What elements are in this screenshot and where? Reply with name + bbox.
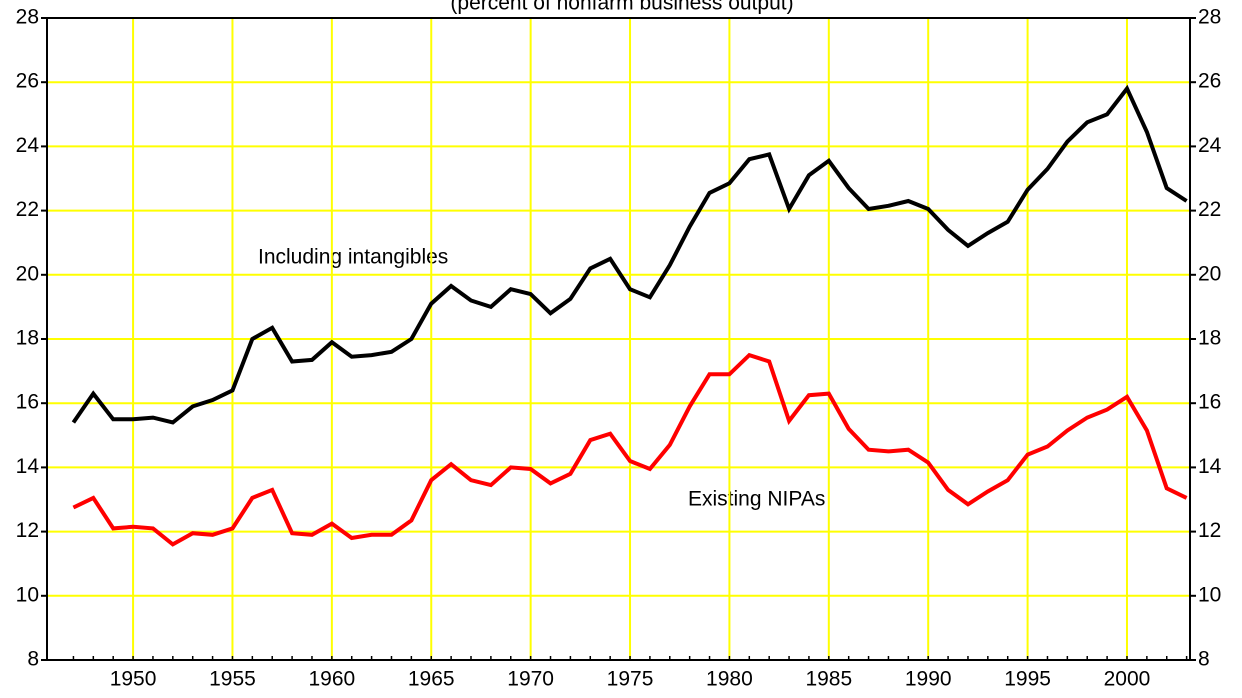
- y-tick-label: 22: [16, 198, 39, 221]
- x-tick-label: 2000: [1104, 668, 1151, 691]
- x-tick-label: 1955: [209, 668, 256, 691]
- x-tick-label: 1965: [408, 668, 455, 691]
- y-tick-label: 26: [16, 70, 39, 93]
- y-tick-label: 16: [16, 391, 39, 414]
- y2-tick-label: 26: [1198, 70, 1221, 93]
- y-tick-label: 18: [16, 327, 39, 350]
- y2-tick-label: 14: [1198, 455, 1222, 478]
- y2-tick-label: 10: [1198, 583, 1221, 606]
- x-tick-label: 1980: [706, 668, 753, 691]
- series-line: [71, 84, 1188, 425]
- annotation: Existing NIPAs: [688, 488, 825, 511]
- x-tick-label: 1990: [905, 668, 952, 691]
- x-tick-label: 1950: [110, 668, 157, 691]
- y2-tick-label: 22: [1198, 198, 1221, 221]
- y-tick-label: 12: [16, 519, 39, 542]
- y2-tick-label: 8: [1198, 648, 1210, 671]
- y2-tick-label: 18: [1198, 327, 1221, 350]
- annotation: Including intangibles: [258, 246, 448, 269]
- y-tick-label: 10: [16, 583, 39, 606]
- y2-tick-label: 16: [1198, 391, 1221, 414]
- y2-tick-label: 24: [1198, 134, 1222, 157]
- y-tick-label: 20: [16, 262, 39, 285]
- y-tick-label: 8: [27, 648, 39, 671]
- y2-tick-label: 20: [1198, 262, 1221, 285]
- y-tick-label: 28: [16, 6, 39, 29]
- x-tick-label: 1970: [507, 668, 554, 691]
- series-line: [72, 352, 1188, 547]
- chart-title: (percent of nonfarm business output): [450, 0, 793, 15]
- y-tick-label: 24: [16, 134, 40, 157]
- y2-tick-label: 12: [1198, 519, 1221, 542]
- plot-frame: [46, 17, 1191, 661]
- y2-tick-label: 28: [1198, 6, 1221, 29]
- x-tick-label: 1960: [308, 668, 355, 691]
- x-tick-label: 1975: [607, 668, 654, 691]
- y-tick-label: 14: [16, 455, 40, 478]
- x-tick-label: 1995: [1004, 668, 1051, 691]
- x-tick-label: 1985: [805, 668, 852, 691]
